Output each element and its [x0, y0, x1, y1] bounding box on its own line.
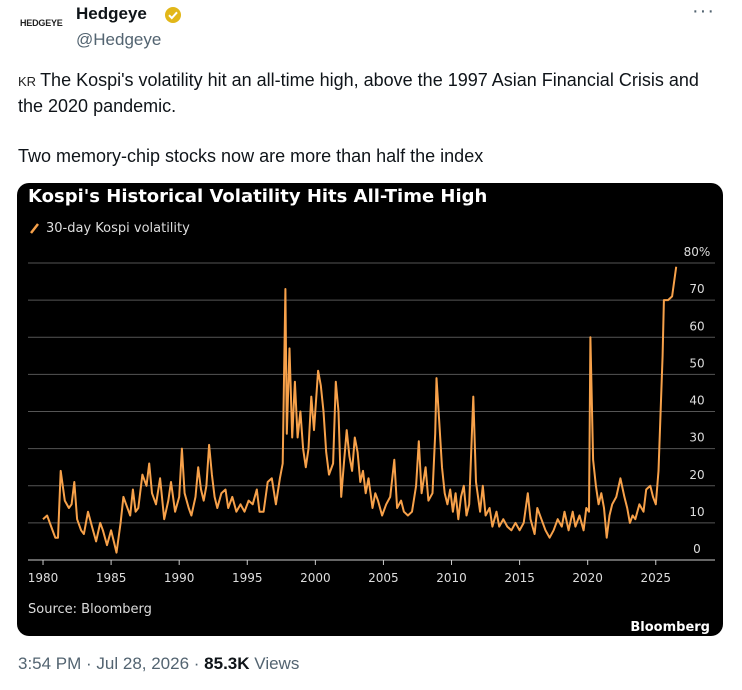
avatar[interactable]: HEDGEYE	[20, 18, 63, 28]
tweet-text: KR The Kospi's volatility hit an all-time…	[18, 68, 728, 194]
x-tick-label: 1990	[164, 571, 195, 585]
y-tick-label: 50	[689, 356, 704, 370]
x-tick-label: 1985	[96, 571, 127, 585]
y-tick-label: 30	[689, 431, 704, 445]
paragraph-text: The Kospi's volatility hit an all-time h…	[18, 70, 699, 116]
more-menu[interactable]: ···	[692, 0, 715, 22]
y-tick-label: 10	[689, 505, 704, 519]
flag: KR	[18, 74, 37, 89]
display-name[interactable]: Hedgeye	[76, 4, 147, 23]
y-tick-label: 60	[689, 319, 704, 333]
y-tick-label: 70	[689, 282, 704, 296]
y-tick-label: 20	[689, 468, 704, 482]
data-line	[42, 266, 678, 554]
chart[interactable]: Kospi's Historical Volatility Hits All-T…	[17, 183, 723, 636]
x-tick-label: 1995	[232, 571, 263, 585]
x-tick-label: 2005	[368, 571, 399, 585]
timestamp[interactable]: 3:54 PM · Jul 28, 2026 ·	[18, 654, 200, 673]
paragraph-text: Two memory-chip stocks now are more than…	[18, 146, 484, 166]
x-tick-label: 1980	[28, 571, 59, 585]
views-label: Views	[254, 654, 300, 673]
tweet-meta: 3:54 PM · Jul 28, 2026 · 85.3K Views	[18, 654, 299, 674]
x-tick-label: 2015	[504, 571, 535, 585]
legend-swatch	[30, 223, 39, 234]
x-tick-label: 2010	[436, 571, 467, 585]
brand: Bloomberg	[630, 620, 710, 635]
chart-background	[17, 183, 723, 636]
handle[interactable]: @Hedgeye	[76, 30, 162, 49]
chart-title: Kospi's Historical Volatility Hits All-T…	[28, 186, 487, 207]
x-tick-label: 2020	[572, 571, 603, 585]
badge-circle	[165, 7, 181, 23]
y-tick-label: 80%	[684, 245, 711, 259]
source: Source: Bloomberg	[28, 602, 152, 617]
y-tick-label: 40	[689, 394, 704, 408]
y-tick-label: 0	[693, 542, 701, 556]
legend-label: 30-day Kospi volatility	[46, 221, 190, 236]
views-count: 85.3K	[204, 654, 250, 673]
verified-badge	[165, 7, 181, 23]
x-tick-label: 2025	[640, 571, 671, 585]
x-tick-label: 2000	[300, 571, 331, 585]
paragraph: KR The Kospi's volatility hit an all-time…	[18, 68, 728, 119]
chart-group: Kospi's Historical Volatility Hits All-T…	[17, 183, 723, 636]
badge-check	[168, 11, 178, 20]
